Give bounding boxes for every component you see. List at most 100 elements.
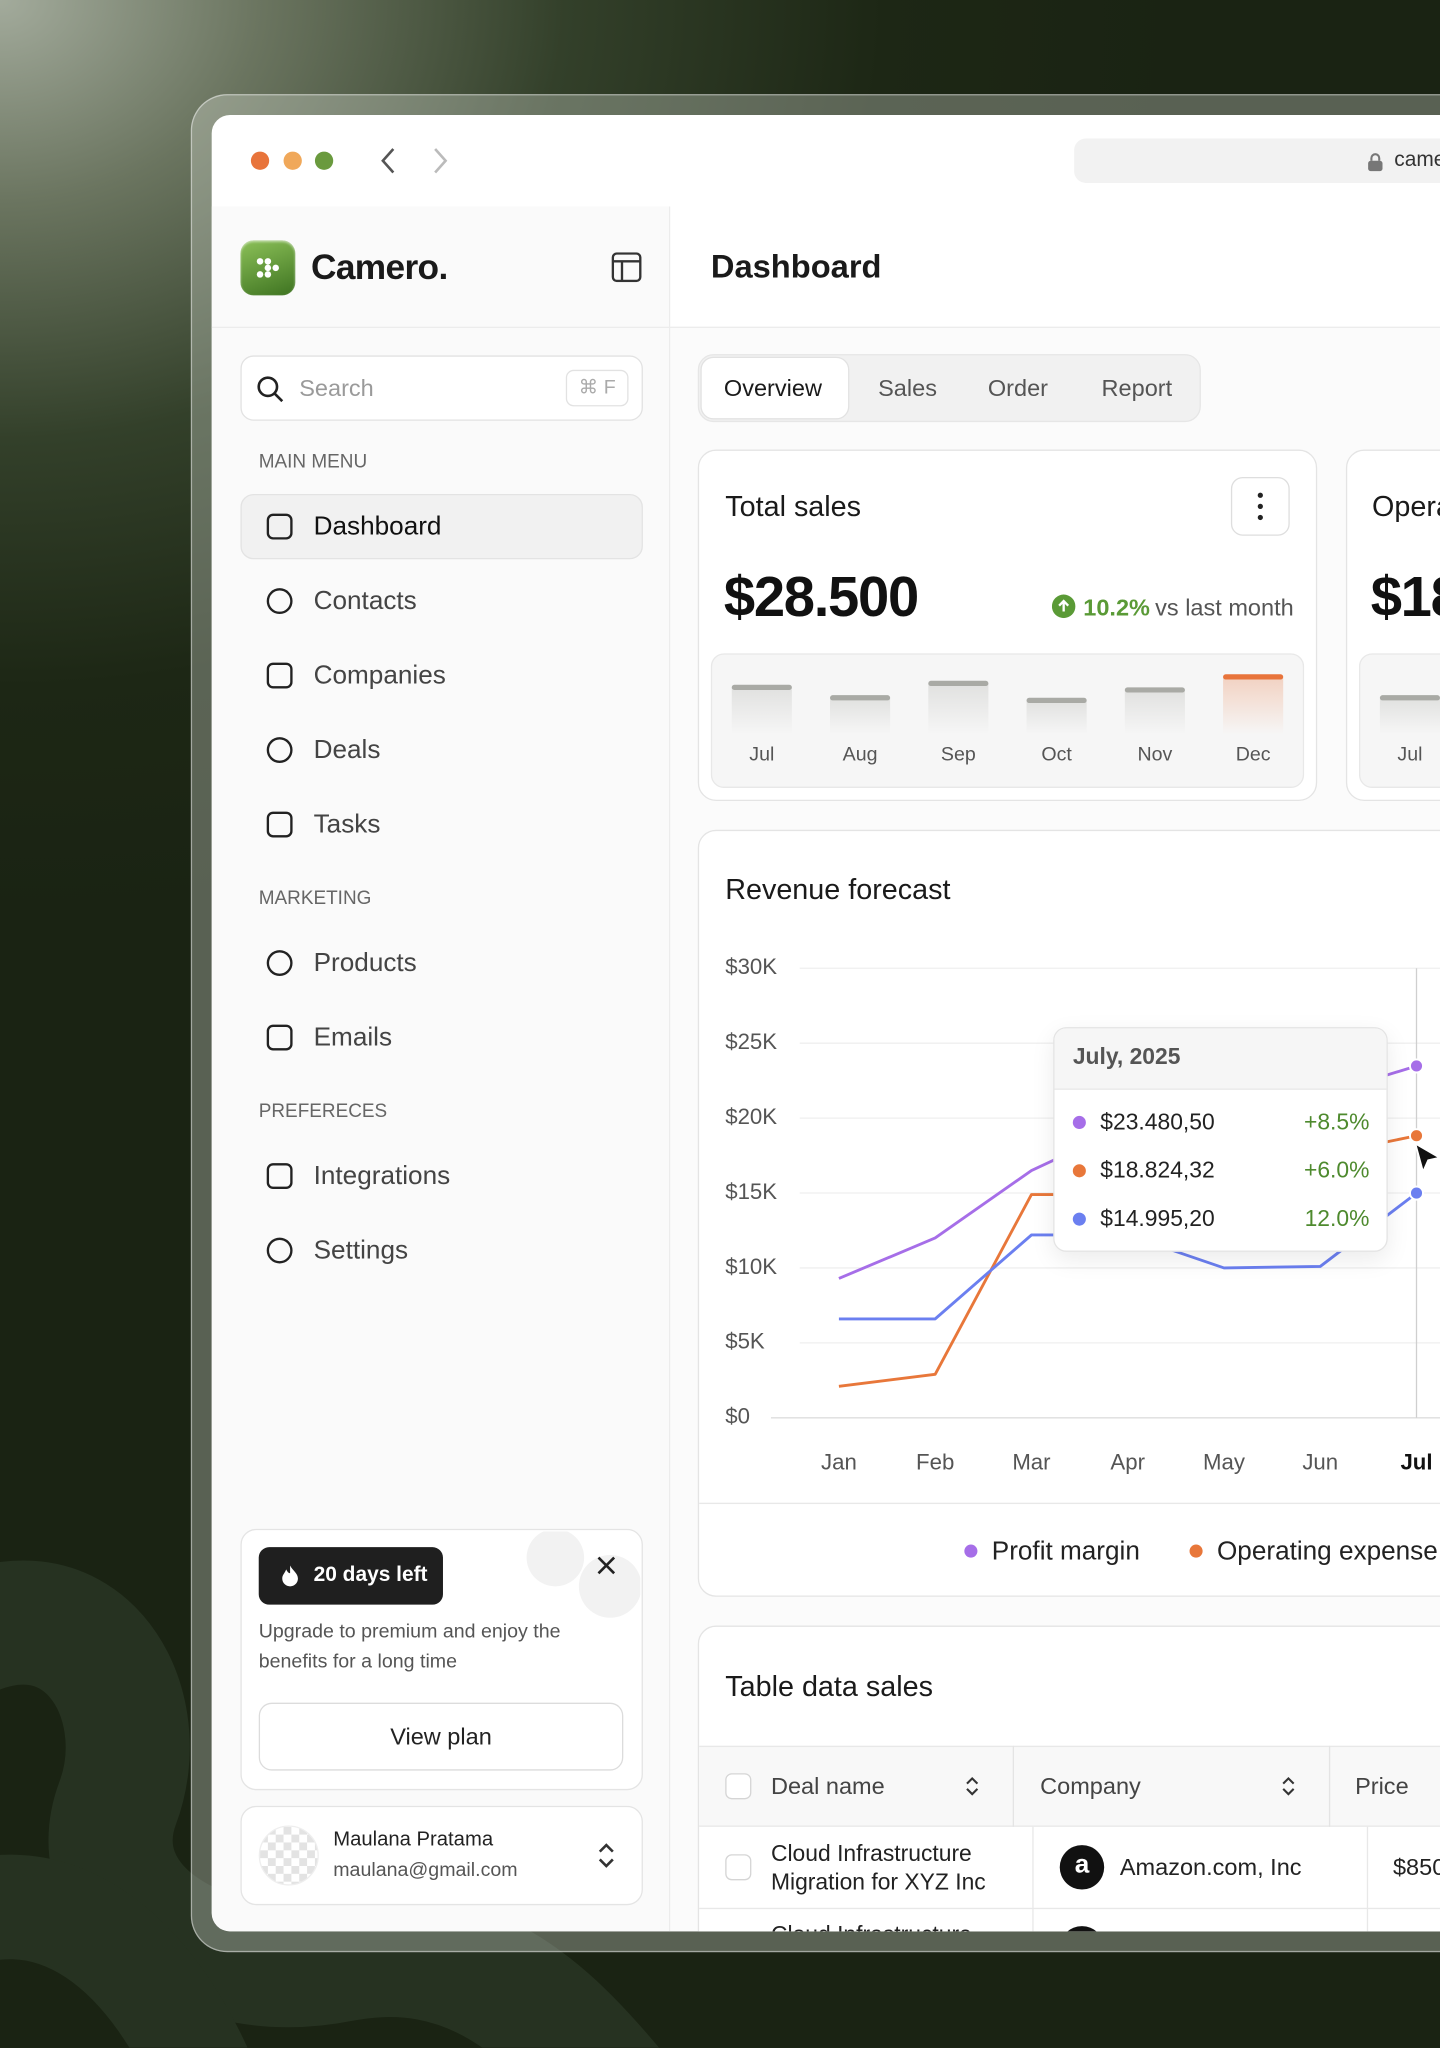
nav-label[interactable]: Integrations bbox=[313, 1161, 451, 1191]
mini-bar-top bbox=[731, 684, 792, 690]
mini-bar-top bbox=[1026, 697, 1087, 704]
tooltip-change: +6.0% bbox=[1303, 1156, 1370, 1183]
mini-bar-label: Nov bbox=[1137, 743, 1172, 765]
section-title: MARKETING bbox=[258, 888, 372, 910]
main-header bbox=[670, 206, 1440, 327]
search-box[interactable] bbox=[240, 355, 643, 421]
x-tick-label: Jan bbox=[821, 1449, 857, 1474]
nav-label[interactable]: Dashboard bbox=[313, 512, 442, 541]
hover-point bbox=[1408, 1185, 1425, 1201]
mini-bar-label: Sep bbox=[941, 743, 976, 765]
legend-label: Operating expense bbox=[1217, 1535, 1438, 1565]
nav-item[interactable] bbox=[240, 568, 642, 633]
price: $850 bbox=[1392, 1854, 1440, 1881]
promo-decoration bbox=[526, 1531, 641, 1618]
mini-bar-label: Aug bbox=[843, 743, 878, 765]
column-header[interactable]: Price bbox=[1355, 1773, 1409, 1800]
mini-bar-label: Dec bbox=[1236, 743, 1271, 765]
active-tab[interactable] bbox=[700, 356, 850, 420]
tooltip-title: July, 2025 bbox=[1072, 1043, 1181, 1070]
cursor bbox=[1413, 1141, 1440, 1176]
nav-icon bbox=[266, 737, 293, 763]
mini-bar bbox=[1379, 697, 1440, 735]
checkbox[interactable] bbox=[725, 1773, 752, 1800]
nav-label[interactable]: Products bbox=[313, 948, 417, 978]
tab[interactable]: Report bbox=[1101, 375, 1173, 402]
table-title: Table data sales bbox=[725, 1669, 933, 1703]
hover-point bbox=[1408, 1058, 1425, 1074]
forward-button[interactable] bbox=[434, 148, 448, 174]
nav-icon bbox=[266, 811, 293, 838]
nav-label[interactable]: Contacts bbox=[313, 586, 417, 616]
x-tick-label: Apr bbox=[1110, 1449, 1145, 1474]
badge-text: 20 days left bbox=[313, 1564, 428, 1587]
nav-item[interactable] bbox=[240, 493, 643, 560]
hover-point bbox=[1408, 1128, 1425, 1144]
row-divider bbox=[699, 1907, 1440, 1910]
view-plan-button[interactable]: View plan bbox=[258, 1702, 624, 1771]
avatar bbox=[258, 1825, 319, 1886]
logo[interactable] bbox=[240, 240, 296, 296]
card-value: $18 bbox=[1370, 566, 1440, 630]
x-tick-label: Jul bbox=[1400, 1449, 1432, 1474]
column-header[interactable]: Company bbox=[1040, 1773, 1141, 1800]
y-tick-label: $20K bbox=[725, 1104, 777, 1129]
column-header[interactable]: Deal name bbox=[770, 1773, 885, 1800]
nav-label[interactable]: Companies bbox=[313, 661, 446, 690]
y-tick-label: $25K bbox=[725, 1029, 777, 1054]
nav-label[interactable]: Settings bbox=[313, 1236, 409, 1265]
page-title: Dashboard bbox=[710, 248, 882, 286]
card-value: $28.500 bbox=[723, 566, 919, 630]
sort-icon[interactable] bbox=[964, 1776, 980, 1797]
nav-item[interactable] bbox=[240, 1005, 642, 1070]
tab[interactable]: Overview bbox=[723, 375, 822, 402]
promo-text: Upgrade to premium and enjoy the benefit… bbox=[258, 1620, 561, 1672]
nav-icon bbox=[266, 1163, 293, 1189]
search-placeholder: Search bbox=[299, 375, 374, 402]
sidebar-toggle[interactable] bbox=[611, 252, 642, 283]
divider bbox=[1012, 1745, 1015, 1827]
card-menu[interactable] bbox=[1230, 476, 1290, 536]
nav-item[interactable] bbox=[240, 792, 642, 857]
y-tick-label: $15K bbox=[725, 1179, 777, 1204]
tooltip-value: $23.480,50 bbox=[1100, 1108, 1215, 1135]
nav-item[interactable] bbox=[240, 717, 642, 782]
back-button[interactable] bbox=[381, 148, 395, 174]
nav-item[interactable] bbox=[240, 1218, 642, 1283]
x-tick-label: Jun bbox=[1302, 1449, 1338, 1474]
lock-icon bbox=[1368, 153, 1383, 172]
tooltip-change: +8.5% bbox=[1303, 1108, 1370, 1135]
tab[interactable]: Order bbox=[987, 375, 1049, 402]
nav-label[interactable]: Deals bbox=[313, 735, 381, 765]
divider bbox=[1366, 1826, 1369, 1932]
legend-dot bbox=[1189, 1544, 1203, 1558]
tooltip-dot bbox=[1072, 1164, 1086, 1178]
section-title: PREFERECES bbox=[258, 1101, 388, 1123]
sort-icon[interactable] bbox=[1281, 1776, 1297, 1797]
nav-icon bbox=[266, 662, 293, 689]
checkbox[interactable] bbox=[725, 1854, 752, 1881]
divider bbox=[211, 326, 1440, 328]
mini-bar-top bbox=[928, 680, 989, 687]
tooltip-change: 12.0% bbox=[1304, 1205, 1370, 1232]
tooltip-value: $14.995,20 bbox=[1100, 1205, 1215, 1232]
tab[interactable]: Sales bbox=[878, 375, 937, 402]
user-menu-chevron[interactable] bbox=[596, 1841, 617, 1870]
nav-label[interactable]: Emails bbox=[313, 1023, 393, 1052]
tooltip bbox=[1053, 1027, 1388, 1252]
company: Amazon.com, Inc bbox=[1119, 1854, 1302, 1881]
mini-bar bbox=[928, 683, 989, 735]
nav-item[interactable] bbox=[240, 930, 642, 995]
nav-label[interactable]: Tasks bbox=[313, 810, 381, 839]
y-tick-label: $5K bbox=[725, 1329, 765, 1354]
nav-icon bbox=[266, 1237, 293, 1264]
tooltip-dot bbox=[1072, 1115, 1086, 1130]
y-tick-label: $0 bbox=[725, 1404, 750, 1429]
mini-bar-label: Jul bbox=[749, 743, 774, 765]
mini-bar bbox=[1026, 700, 1087, 735]
x-tick-label: Feb bbox=[916, 1449, 954, 1474]
card-title: Total sales bbox=[725, 490, 862, 523]
user-email: maulana@gmail.com bbox=[333, 1858, 518, 1882]
close-button[interactable] bbox=[596, 1555, 617, 1576]
